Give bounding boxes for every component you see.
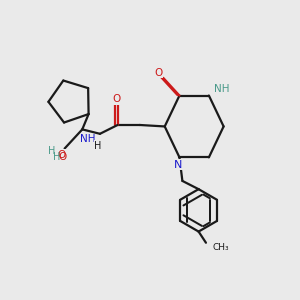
Text: H: H [48, 146, 56, 157]
Text: NH: NH [214, 84, 230, 94]
Text: CH₃: CH₃ [212, 243, 229, 252]
Text: H: H [94, 141, 102, 151]
Text: N: N [174, 160, 182, 170]
Text: O: O [58, 152, 66, 162]
Text: O: O [112, 94, 120, 104]
Text: O: O [155, 68, 163, 78]
Text: O: O [58, 150, 66, 160]
Text: NH: NH [80, 134, 95, 144]
Text: H: H [53, 152, 61, 162]
